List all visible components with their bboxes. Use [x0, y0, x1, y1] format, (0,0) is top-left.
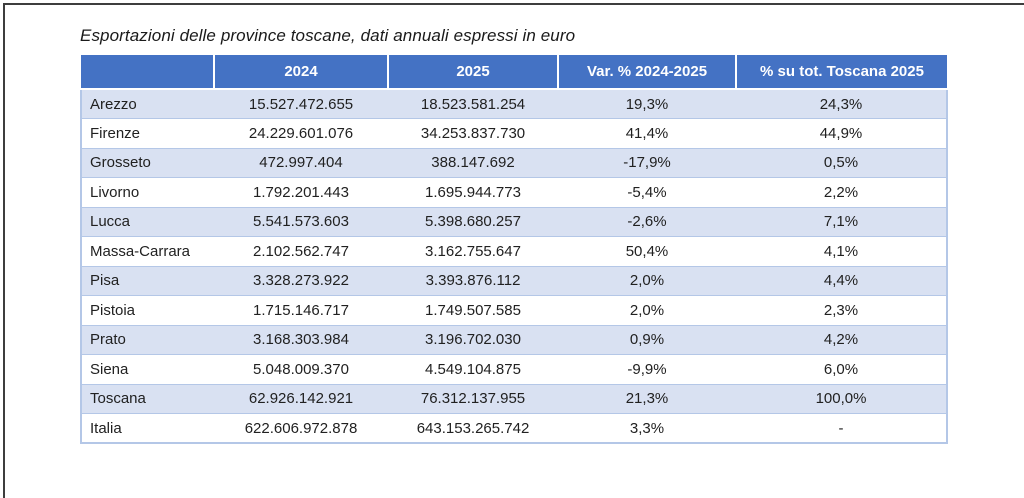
cell-province: Livorno: [80, 177, 214, 208]
cell-2025: 1.695.944.773: [388, 177, 558, 208]
cell-province: Toscana: [80, 384, 214, 414]
cell-2024: 24.229.601.076: [214, 118, 388, 149]
header-row: 2024 2025 Var. % 2024-2025 % su tot. Tos…: [81, 55, 947, 90]
table-header: 2024 2025 Var. % 2024-2025 % su tot. Tos…: [81, 55, 947, 90]
table-body: Arezzo 15.527.472.655 18.523.581.254 19,…: [80, 89, 948, 444]
cell-share: 2,3%: [736, 295, 948, 326]
table-row: Toscana 62.926.142.921 76.312.137.955 21…: [80, 384, 948, 414]
cell-province: Firenze: [80, 118, 214, 149]
cell-share: 2,2%: [736, 177, 948, 208]
cell-2024: 2.102.562.747: [214, 236, 388, 267]
cell-province: Siena: [80, 354, 214, 385]
table-row: Livorno 1.792.201.443 1.695.944.773 -5,4…: [80, 177, 948, 208]
cell-variation: 50,4%: [558, 236, 736, 267]
cell-2024: 622.606.972.878: [214, 413, 388, 444]
cell-2024: 3.328.273.922: [214, 266, 388, 296]
cell-2024: 3.168.303.984: [214, 325, 388, 355]
cell-2025: 3.196.702.030: [388, 325, 558, 355]
table-row: Arezzo 15.527.472.655 18.523.581.254 19,…: [80, 89, 948, 119]
table-row: Massa-Carrara 2.102.562.747 3.162.755.64…: [80, 236, 948, 267]
cell-2024: 15.527.472.655: [214, 89, 388, 119]
cell-share: 4,4%: [736, 266, 948, 296]
cell-variation: -5,4%: [558, 177, 736, 208]
cell-share: 100,0%: [736, 384, 948, 414]
cell-variation: 2,0%: [558, 295, 736, 326]
cell-2024: 5.048.009.370: [214, 354, 388, 385]
table-row: Pisa 3.328.273.922 3.393.876.112 2,0% 4,…: [80, 266, 948, 296]
column-header-share: % su tot. Toscana 2025: [736, 55, 947, 90]
cell-variation: -17,9%: [558, 148, 736, 178]
cell-2024: 1.715.146.717: [214, 295, 388, 326]
cell-share: 4,2%: [736, 325, 948, 355]
cell-2025: 4.549.104.875: [388, 354, 558, 385]
cell-province: Grosseto: [80, 148, 214, 178]
cell-variation: 3,3%: [558, 413, 736, 444]
exports-table: 2024 2025 Var. % 2024-2025 % su tot. Tos…: [80, 55, 948, 444]
cell-2025: 5.398.680.257: [388, 207, 558, 237]
cell-province: Lucca: [80, 207, 214, 237]
cell-province: Arezzo: [80, 89, 214, 119]
cell-2024: 62.926.142.921: [214, 384, 388, 414]
cell-province: Italia: [80, 413, 214, 444]
table-row: Siena 5.048.009.370 4.549.104.875 -9,9% …: [80, 354, 948, 385]
cell-2025: 34.253.837.730: [388, 118, 558, 149]
cell-variation: -2,6%: [558, 207, 736, 237]
cell-share: 0,5%: [736, 148, 948, 178]
cell-2024: 5.541.573.603: [214, 207, 388, 237]
table-row: Firenze 24.229.601.076 34.253.837.730 41…: [80, 118, 948, 149]
cell-2025: 18.523.581.254: [388, 89, 558, 119]
cell-share: 24,3%: [736, 89, 948, 119]
cell-variation: 0,9%: [558, 325, 736, 355]
cell-variation: 19,3%: [558, 89, 736, 119]
cell-share: 6,0%: [736, 354, 948, 385]
cell-variation: 41,4%: [558, 118, 736, 149]
cell-2024: 472.997.404: [214, 148, 388, 178]
cell-2025: 3.393.876.112: [388, 266, 558, 296]
cell-share: 4,1%: [736, 236, 948, 267]
cell-variation: 2,0%: [558, 266, 736, 296]
table-row: Grosseto 472.997.404 388.147.692 -17,9% …: [80, 148, 948, 178]
table-row: Lucca 5.541.573.603 5.398.680.257 -2,6% …: [80, 207, 948, 237]
cell-2024: 1.792.201.443: [214, 177, 388, 208]
column-header-2024: 2024: [214, 55, 389, 90]
cell-2025: 388.147.692: [388, 148, 558, 178]
table-row: Pistoia 1.715.146.717 1.749.507.585 2,0%…: [80, 295, 948, 326]
cell-share: 44,9%: [736, 118, 948, 149]
column-header-2025: 2025: [388, 55, 559, 90]
cell-share: -: [736, 413, 948, 444]
cell-2025: 1.749.507.585: [388, 295, 558, 326]
cell-share: 7,1%: [736, 207, 948, 237]
cell-province: Pistoia: [80, 295, 214, 326]
column-header-variation: Var. % 2024-2025: [558, 55, 737, 90]
table-row: Italia 622.606.972.878 643.153.265.742 3…: [80, 413, 948, 444]
cell-variation: 21,3%: [558, 384, 736, 414]
cell-province: Prato: [80, 325, 214, 355]
table-caption: Esportazioni delle province toscane, dat…: [80, 26, 576, 45]
cell-2025: 643.153.265.742: [388, 413, 558, 444]
cell-2025: 76.312.137.955: [388, 384, 558, 414]
cell-province: Massa-Carrara: [80, 236, 214, 267]
table-row: Prato 3.168.303.984 3.196.702.030 0,9% 4…: [80, 325, 948, 355]
column-header-province: [81, 55, 215, 90]
cell-province: Pisa: [80, 266, 214, 296]
cell-variation: -9,9%: [558, 354, 736, 385]
cell-2025: 3.162.755.647: [388, 236, 558, 267]
